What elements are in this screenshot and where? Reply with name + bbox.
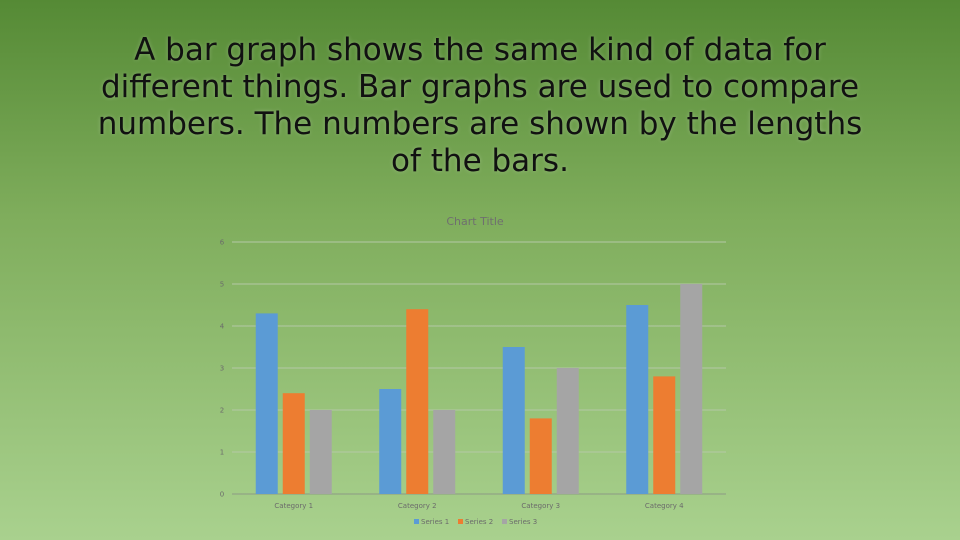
x-axis-labels: Category 1 Category 2 Category 3 Category 4 xyxy=(274,502,684,510)
bar xyxy=(680,284,703,494)
legend: Series 1 Series 2 Series 3 xyxy=(414,518,537,526)
x-tick-label: Category 2 xyxy=(398,502,437,510)
bar xyxy=(433,410,456,494)
legend-item: Series 1 xyxy=(414,518,449,526)
x-tick-label: Category 4 xyxy=(645,502,684,510)
y-axis-ticks: 0 1 2 3 4 5 6 xyxy=(220,239,225,499)
legend-item: Series 2 xyxy=(458,518,493,526)
x-tick-label: Category 1 xyxy=(274,502,313,510)
bar xyxy=(556,368,579,494)
legend-label: Series 3 xyxy=(509,518,537,526)
slide-heading: A bar graph shows the same kind of data … xyxy=(40,32,920,180)
y-tick-label: 3 xyxy=(220,365,224,373)
x-tick-label: Category 3 xyxy=(521,502,560,510)
legend-label: Series 1 xyxy=(421,518,449,526)
heading-line: different things. Bar graphs are used to… xyxy=(100,69,860,105)
bar xyxy=(626,305,649,494)
heading-line: numbers. The numbers are shown by the le… xyxy=(97,106,863,142)
gridlines xyxy=(232,241,726,495)
y-tick-label: 0 xyxy=(220,491,224,499)
legend-swatch xyxy=(502,519,507,524)
heading-line: A bar graph shows the same kind of data … xyxy=(134,32,826,68)
y-tick-label: 5 xyxy=(220,281,224,289)
y-tick-label: 2 xyxy=(220,407,224,415)
legend-item: Series 3 xyxy=(502,518,537,526)
legend-swatch xyxy=(458,519,463,524)
bar xyxy=(379,389,402,494)
bar xyxy=(406,309,429,494)
legend-label: Series 2 xyxy=(465,518,493,526)
bar xyxy=(255,313,278,494)
chart-title: Chart Title xyxy=(446,215,504,228)
y-tick-label: 4 xyxy=(220,323,225,331)
bar xyxy=(502,347,525,494)
bar xyxy=(529,418,552,494)
bar xyxy=(653,376,676,494)
heading-line: of the bars. xyxy=(391,143,569,179)
legend-swatch xyxy=(414,519,419,524)
bars xyxy=(255,284,703,494)
bar xyxy=(282,393,305,494)
y-tick-label: 1 xyxy=(220,449,224,457)
bar xyxy=(309,410,332,494)
y-tick-label: 6 xyxy=(220,239,225,247)
